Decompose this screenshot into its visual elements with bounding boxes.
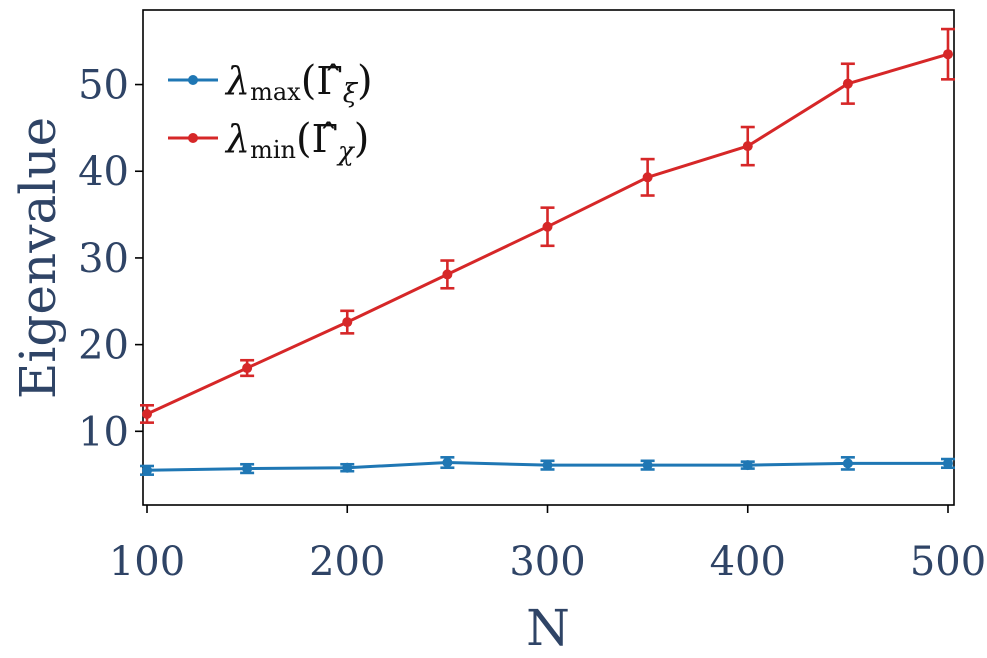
data-point: [442, 269, 453, 280]
y-tick-label: 50: [78, 63, 129, 109]
data-point: [942, 458, 953, 469]
data-point: [342, 462, 353, 473]
y-tick-label: 20: [78, 323, 129, 369]
data-point: [542, 221, 553, 232]
x-tick-label: 400: [710, 539, 786, 585]
x-axis-title: N: [526, 599, 570, 657]
data-point: [242, 463, 253, 474]
legend-label: λmax(Γ̂ξ): [224, 58, 373, 109]
data-point: [642, 460, 653, 471]
legend-item: λmax(Γ̂ξ): [168, 58, 373, 109]
data-point: [842, 78, 853, 89]
data-point: [242, 363, 253, 374]
data-point: [742, 460, 753, 471]
x-tick-label: 500: [910, 539, 986, 585]
data-point: [542, 460, 553, 471]
data-point: [342, 317, 353, 328]
legend-item: λmin(Γ̂χ): [168, 116, 369, 167]
series-1: [140, 456, 955, 476]
y-axis: 10 20 30 40 50: [78, 63, 143, 455]
legend-label: λmin(Γ̂χ): [224, 116, 369, 167]
x-tick-label: 100: [109, 539, 185, 585]
y-tick-label: 10: [78, 409, 129, 455]
y-tick-label: 30: [78, 236, 129, 282]
series-2: [140, 27, 955, 424]
data-point: [642, 172, 653, 183]
legend: λmax(Γ̂ξ) λmin(Γ̂χ): [168, 58, 373, 167]
x-tick-label: 300: [509, 539, 585, 585]
data-point: [842, 458, 853, 469]
data-point: [442, 457, 453, 468]
data-point: [142, 408, 153, 419]
data-point: [142, 465, 153, 476]
y-tick-label: 40: [78, 149, 129, 195]
legend-swatch-marker: [188, 133, 198, 143]
x-axis: 100 200 300 400 500: [109, 505, 986, 585]
y-axis-title: Eigenvalue: [9, 117, 67, 399]
series-layer: [140, 27, 955, 476]
x-tick-label: 200: [309, 539, 385, 585]
data-point: [742, 141, 753, 152]
legend-swatch-marker: [188, 75, 198, 85]
data-point: [942, 49, 953, 60]
